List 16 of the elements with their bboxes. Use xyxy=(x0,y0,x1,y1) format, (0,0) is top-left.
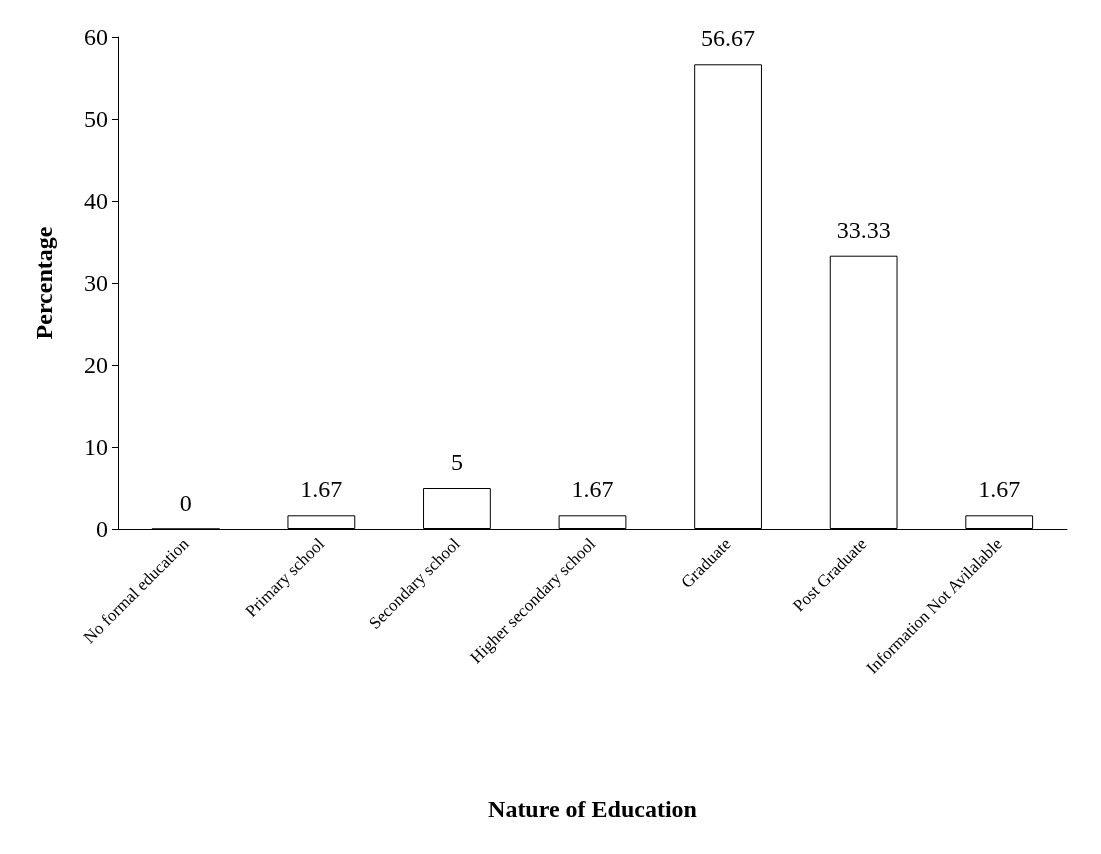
data-label: 56.67 xyxy=(701,25,756,52)
y-tick-label: 10 xyxy=(84,434,108,460)
data-label: 1.67 xyxy=(300,476,343,503)
y-tick-label: 20 xyxy=(84,352,108,378)
data-label: 0 xyxy=(179,489,192,516)
data-label: 33.33 xyxy=(836,216,891,243)
y-tick-label: 40 xyxy=(84,188,108,214)
data-label: 1.67 xyxy=(571,476,614,503)
y-tick-label: 30 xyxy=(84,270,108,296)
y-tick-label: 60 xyxy=(84,24,108,50)
x-axis-title: Nature of Education xyxy=(488,796,697,822)
y-tick-label: 0 xyxy=(96,516,108,542)
data-label: 1.67 xyxy=(978,476,1021,503)
y-tick-label: 50 xyxy=(84,106,108,132)
y-axis-title: Percentage xyxy=(31,226,57,340)
data-label: 5 xyxy=(450,449,463,475)
